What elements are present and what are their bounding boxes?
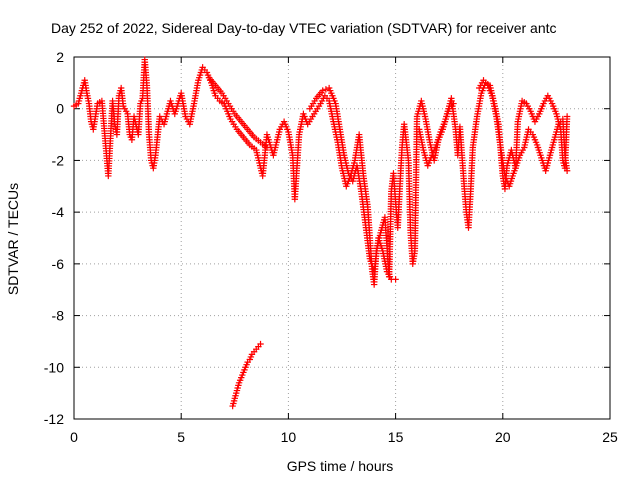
y-tick-label: 0 xyxy=(56,101,64,117)
data-point xyxy=(450,100,457,107)
x-tick-label: 25 xyxy=(602,429,618,445)
data-point xyxy=(322,86,330,93)
x-tick-label: 15 xyxy=(388,429,404,445)
x-tick-label: 10 xyxy=(281,429,297,445)
y-tick-label: 2 xyxy=(56,49,64,65)
x-axis-title: GPS time / hours xyxy=(287,458,394,474)
data-points xyxy=(70,56,571,410)
data-point xyxy=(263,144,271,151)
y-axis-title: SDTVAR / TECUs xyxy=(5,183,21,295)
x-tick-labels: 0 5 10 15 20 25 xyxy=(70,429,618,445)
x-tick-label: 20 xyxy=(495,429,511,445)
y-tick-label: -6 xyxy=(52,256,65,272)
y-tick-label: -10 xyxy=(44,359,64,375)
data-point xyxy=(392,276,399,283)
y-tick-labels: -12 -10 -8 -6 -4 -2 0 2 xyxy=(44,49,64,427)
y-tick-label: -2 xyxy=(52,152,65,168)
chart-title: Day 252 of 2022, Sidereal Day-to-day VTE… xyxy=(51,20,557,36)
x-tick-label: 0 xyxy=(70,429,78,445)
data-point xyxy=(319,87,326,94)
axis-ticks xyxy=(73,56,611,420)
y-tick-label: -8 xyxy=(52,308,65,324)
x-tick-label: 5 xyxy=(177,429,185,445)
y-tick-label: -4 xyxy=(52,204,65,220)
data-point xyxy=(257,340,264,348)
data-point xyxy=(563,113,571,120)
data-point xyxy=(563,167,571,174)
y-tick-label: -12 xyxy=(44,411,64,427)
plot-frame xyxy=(73,56,611,420)
